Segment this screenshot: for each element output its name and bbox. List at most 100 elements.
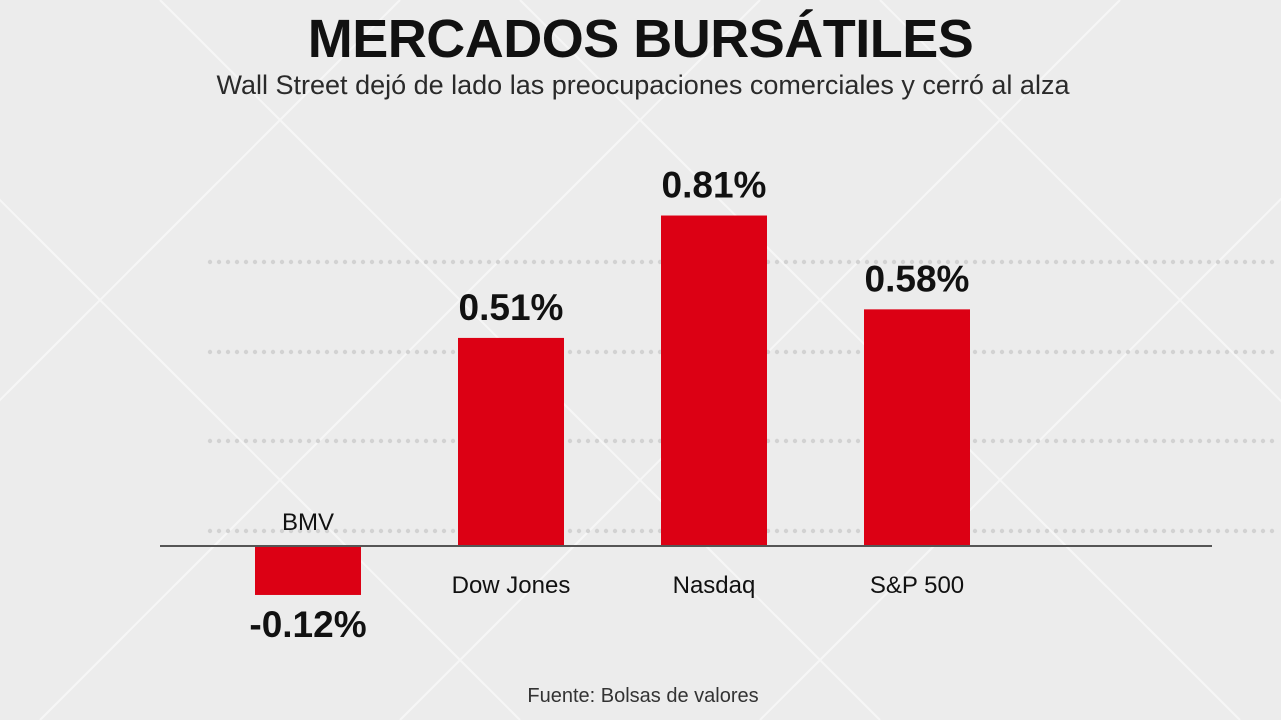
dot-row-2 [216,349,222,355]
dot-row-4 [1125,528,1131,534]
dot-row-1 [1179,259,1185,265]
dot-row-4 [1089,528,1095,534]
dot-row-3 [621,438,627,444]
source-note: Fuente: Bolsas de valores [527,685,759,707]
dot-row-3 [981,438,987,444]
dot-row-4 [774,528,780,534]
dot-row-4 [630,528,636,534]
value-label-nasdaq: 0.81% [662,165,767,206]
dot-row-2 [801,349,807,355]
dot-row-2 [252,349,258,355]
category-label-nasdaq: Nasdaq [673,572,756,599]
dot-row-1 [990,259,996,265]
dot-row-2 [567,349,573,355]
dot-row-4 [1215,528,1221,534]
dot-row-1 [1035,259,1041,265]
dot-row-1 [945,259,951,265]
dot-row-4 [414,528,420,534]
dot-row-3 [315,438,321,444]
dot-row-3 [423,438,429,444]
dot-row-3 [576,438,582,444]
category-label-bmv: BMV [282,509,334,536]
dot-row-4 [1233,528,1239,534]
dot-row-2 [378,349,384,355]
dot-row-3 [234,438,240,444]
dot-row-3 [1233,438,1239,444]
dot-row-1 [1233,259,1239,265]
dot-row-3 [1062,438,1068,444]
dot-row-2 [585,349,591,355]
dot-row-4 [423,528,429,534]
dot-row-3 [1152,438,1158,444]
dot-row-1 [810,259,816,265]
dot-row-4 [846,528,852,534]
dot-row-4 [792,528,798,534]
dot-row-4 [1071,528,1077,534]
dot-row-2 [1152,349,1158,355]
dot-row-4 [261,528,267,534]
bar-nasdaq [661,215,767,546]
dot-row-4 [1026,528,1032,534]
dot-row-1 [972,259,978,265]
dot-row-1 [216,259,222,265]
dot-row-3 [567,438,573,444]
dot-row-3 [1251,438,1257,444]
dot-row-2 [1134,349,1140,355]
dot-row-1 [1152,259,1158,265]
dot-row-2 [1062,349,1068,355]
dot-row-1 [1107,259,1113,265]
dot-row-1 [1044,259,1050,265]
dot-row-1 [477,259,483,265]
dot-row-4 [216,528,222,534]
dot-row-1 [441,259,447,265]
dot-row-1 [819,259,825,265]
dot-row-2 [1233,349,1239,355]
dot-row-4 [405,528,411,534]
dot-row-4 [576,528,582,534]
dot-row-1 [351,259,357,265]
dot-row-1 [828,259,834,265]
dot-row-4 [1170,528,1176,534]
dot-row-3 [1044,438,1050,444]
dot-row-2 [621,349,627,355]
dot-row-3 [288,438,294,444]
dot-row-4 [1044,528,1050,534]
dot-row-1 [1269,259,1275,265]
dot-row-2 [1080,349,1086,355]
dot-row-3 [252,438,258,444]
dot-row-1 [576,259,582,265]
dot-row-1 [1098,259,1104,265]
dot-row-3 [612,438,618,444]
dot-row-1 [927,259,933,265]
dot-row-4 [225,528,231,534]
dot-row-2 [1116,349,1122,355]
dot-row-3 [837,438,843,444]
dot-row-1 [360,259,366,265]
dot-row-4 [342,528,348,534]
dot-row-4 [450,528,456,534]
dot-row-2 [1026,349,1032,355]
dot-row-4 [1143,528,1149,534]
dot-row-2 [648,349,654,355]
dot-row-3 [639,438,645,444]
dot-row-2 [1197,349,1203,355]
dot-row-4 [1206,528,1212,534]
dot-row-4 [1107,528,1113,534]
dot-row-1 [1008,259,1014,265]
dot-row-2 [594,349,600,355]
dot-row-1 [387,259,393,265]
dot-row-1 [1242,259,1248,265]
dot-row-1 [396,259,402,265]
dot-row-1 [459,259,465,265]
dot-row-1 [306,259,312,265]
dot-row-3 [828,438,834,444]
dot-row-3 [774,438,780,444]
dot-row-1 [513,259,519,265]
dot-row-3 [630,438,636,444]
dot-row-2 [297,349,303,355]
dot-row-3 [414,438,420,444]
dot-row-1 [801,259,807,265]
dot-row-4 [1269,528,1275,534]
dot-row-4 [567,528,573,534]
dot-row-4 [351,528,357,534]
